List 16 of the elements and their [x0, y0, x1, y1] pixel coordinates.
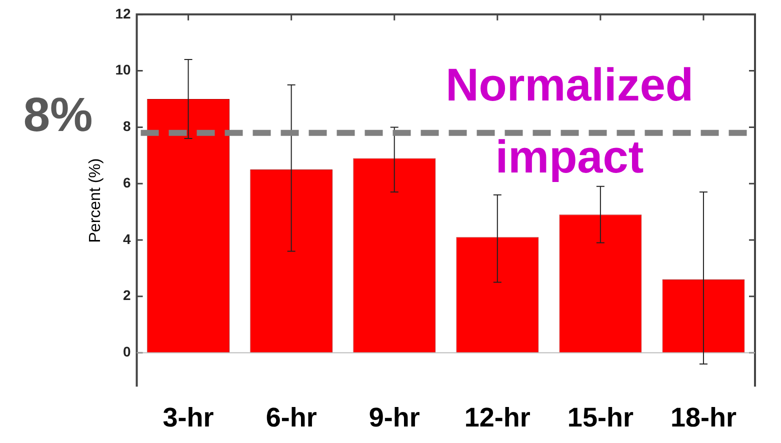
- text: 8%: [23, 89, 93, 142]
- ref-line-label: Normalized impact: [446, 58, 694, 183]
- x-tick-label: 3-hr: [162, 402, 214, 432]
- y-tick-label: 12: [115, 5, 131, 22]
- y-tick-label: 2: [122, 287, 131, 304]
- y-tick-label: 6: [122, 174, 131, 190]
- y-axis-title: Percent (%): [87, 158, 104, 243]
- x-tick-label: 9-hr: [368, 402, 420, 432]
- y-tick-label: 0: [122, 344, 131, 360]
- x-tick-label: 6-hr: [266, 402, 318, 432]
- x-tick-label: 12-hr: [464, 402, 531, 432]
- y-tick-label: 10: [115, 62, 131, 78]
- y-tick-label: 4: [122, 230, 131, 247]
- x-tick-label: 15-hr: [567, 402, 634, 432]
- y-tick-label: 8: [122, 118, 131, 134]
- x-tick-label: 18-hr: [670, 402, 737, 432]
